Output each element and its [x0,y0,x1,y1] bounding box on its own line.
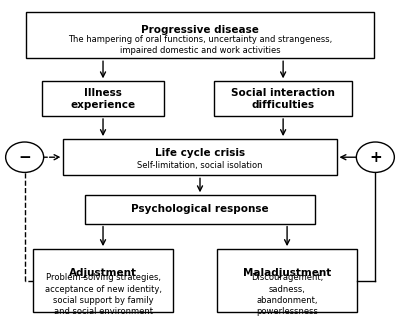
Text: −: − [18,150,31,165]
Text: The hampering of oral functions, uncertainty and strangeness,
impaired domestic : The hampering of oral functions, uncerta… [68,36,332,56]
Circle shape [356,142,394,172]
FancyBboxPatch shape [64,139,336,175]
FancyBboxPatch shape [214,81,352,116]
Text: +: + [369,150,382,165]
Text: Psychological response: Psychological response [131,204,269,214]
Text: Illness
experience: Illness experience [70,88,136,109]
FancyBboxPatch shape [26,12,374,58]
Text: Self-limitation, social isolation: Self-limitation, social isolation [137,161,263,170]
Circle shape [6,142,44,172]
FancyBboxPatch shape [42,81,164,116]
Text: Life cycle crisis: Life cycle crisis [155,148,245,158]
Text: Progressive disease: Progressive disease [141,25,259,35]
Text: Social interaction
difficulties: Social interaction difficulties [231,88,335,109]
Text: Adjustment: Adjustment [69,268,137,278]
FancyBboxPatch shape [33,249,173,312]
FancyBboxPatch shape [85,195,315,224]
Text: Problem-solving strategies,
acceptance of new identity,
social support by family: Problem-solving strategies, acceptance o… [44,274,162,316]
FancyBboxPatch shape [217,249,357,312]
Text: Discouragement,
sadness,
abandonment,
powerlessness: Discouragement, sadness, abandonment, po… [251,274,323,316]
Text: Maladjustment: Maladjustment [243,268,331,278]
